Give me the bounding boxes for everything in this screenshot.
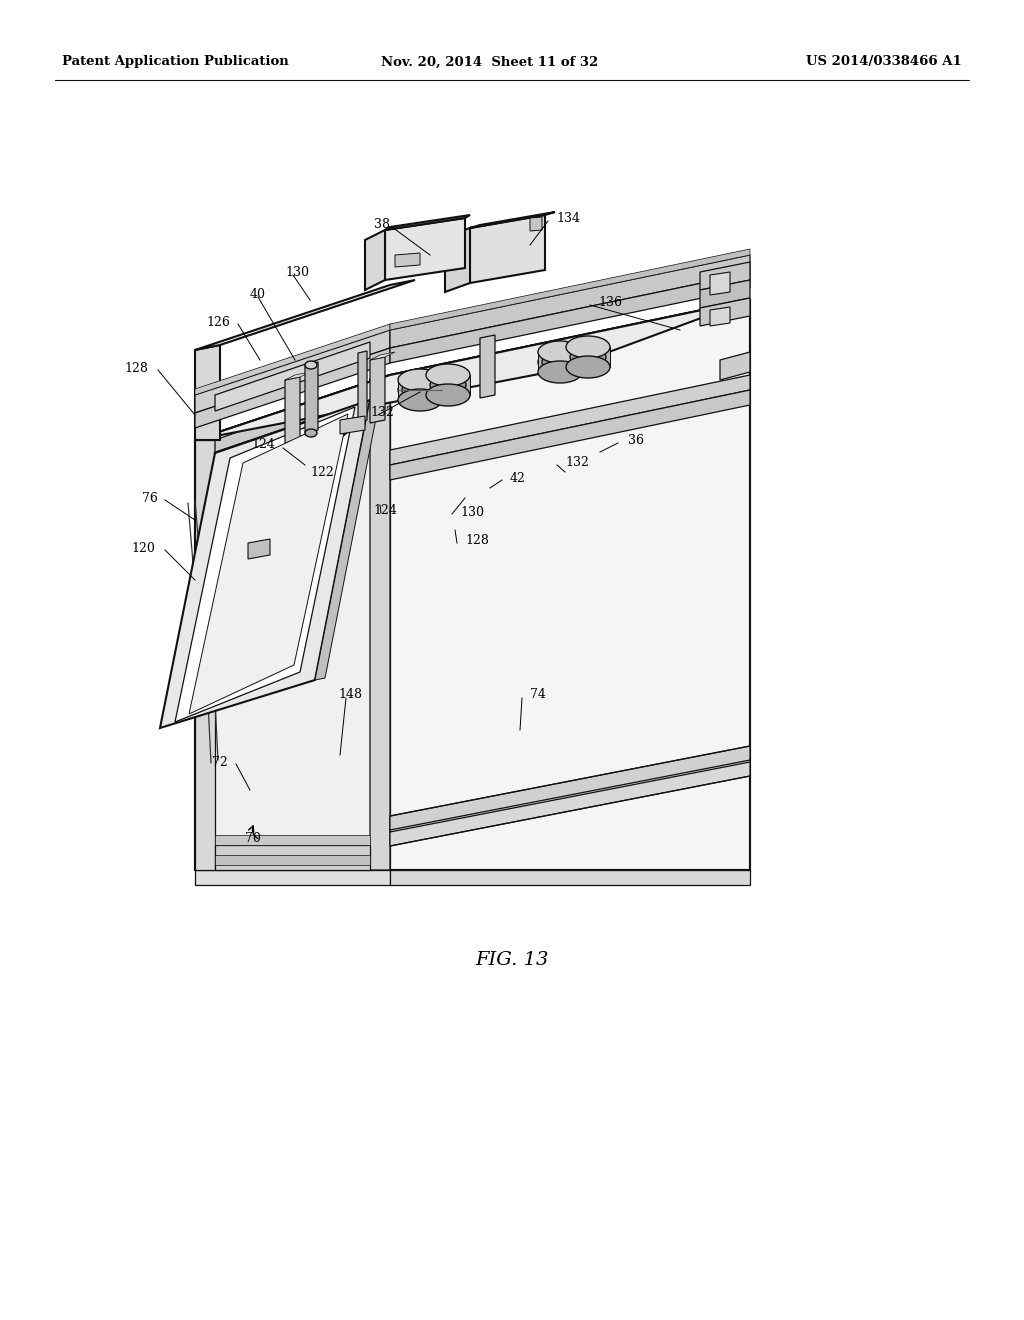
Text: FIG. 13: FIG. 13 [475, 950, 549, 969]
Text: 72: 72 [212, 755, 228, 768]
Polygon shape [370, 352, 395, 360]
Ellipse shape [566, 337, 610, 358]
Polygon shape [700, 261, 750, 290]
Polygon shape [215, 385, 370, 455]
Polygon shape [370, 356, 385, 422]
Polygon shape [215, 855, 370, 865]
Text: 120: 120 [131, 541, 155, 554]
Polygon shape [390, 375, 750, 465]
Text: 124: 124 [373, 503, 397, 516]
Polygon shape [358, 351, 367, 422]
Polygon shape [470, 213, 555, 228]
Polygon shape [195, 348, 390, 428]
Text: US 2014/0338466 A1: US 2014/0338466 A1 [806, 55, 962, 69]
Text: 128: 128 [124, 362, 148, 375]
Polygon shape [390, 249, 750, 330]
Text: 130: 130 [285, 267, 309, 280]
Polygon shape [365, 230, 385, 290]
Text: 132: 132 [565, 455, 589, 469]
Polygon shape [390, 255, 750, 348]
Polygon shape [710, 272, 730, 294]
Polygon shape [195, 375, 390, 870]
Polygon shape [470, 215, 545, 282]
Polygon shape [195, 323, 390, 395]
Text: 130: 130 [460, 506, 484, 519]
Polygon shape [530, 216, 542, 231]
Polygon shape [370, 375, 390, 870]
Polygon shape [195, 345, 220, 440]
Polygon shape [385, 215, 470, 230]
Text: 74: 74 [530, 689, 546, 701]
Polygon shape [710, 308, 730, 326]
Text: 36: 36 [628, 433, 644, 446]
Polygon shape [215, 342, 370, 411]
Text: 40: 40 [250, 289, 266, 301]
Ellipse shape [538, 350, 582, 374]
Polygon shape [390, 760, 750, 846]
Polygon shape [390, 300, 750, 870]
Text: 134: 134 [556, 211, 580, 224]
Ellipse shape [542, 352, 578, 372]
Polygon shape [700, 280, 750, 308]
Polygon shape [189, 414, 348, 714]
Polygon shape [395, 253, 420, 267]
Ellipse shape [566, 345, 610, 370]
Polygon shape [215, 845, 370, 870]
Text: 148: 148 [338, 689, 362, 701]
Polygon shape [538, 352, 582, 372]
Polygon shape [195, 330, 390, 413]
Text: 76: 76 [142, 491, 158, 504]
Ellipse shape [305, 429, 317, 437]
Text: 136: 136 [598, 296, 622, 309]
Ellipse shape [426, 364, 470, 385]
Polygon shape [398, 380, 442, 400]
Text: 42: 42 [510, 471, 526, 484]
Text: 122: 122 [310, 466, 334, 479]
Polygon shape [215, 836, 370, 845]
Ellipse shape [305, 360, 317, 370]
Ellipse shape [430, 375, 466, 395]
Polygon shape [195, 280, 415, 350]
Ellipse shape [398, 378, 442, 403]
Polygon shape [195, 300, 750, 440]
Polygon shape [195, 440, 215, 870]
Ellipse shape [426, 384, 470, 407]
Text: 126: 126 [206, 315, 230, 329]
Polygon shape [160, 400, 370, 729]
Polygon shape [248, 539, 270, 558]
Polygon shape [340, 416, 365, 434]
Polygon shape [195, 870, 390, 884]
Polygon shape [720, 352, 750, 380]
Ellipse shape [426, 374, 470, 397]
Polygon shape [390, 746, 750, 832]
Polygon shape [390, 273, 750, 363]
Polygon shape [315, 399, 380, 680]
Polygon shape [285, 372, 310, 380]
Text: 132: 132 [370, 405, 394, 418]
Polygon shape [445, 228, 470, 292]
Ellipse shape [570, 347, 606, 367]
Polygon shape [385, 218, 465, 280]
Polygon shape [175, 407, 355, 722]
Ellipse shape [538, 341, 582, 363]
Polygon shape [426, 375, 470, 395]
Text: Nov. 20, 2014  Sheet 11 of 32: Nov. 20, 2014 Sheet 11 of 32 [381, 55, 599, 69]
Ellipse shape [566, 356, 610, 378]
Ellipse shape [402, 380, 438, 400]
Text: Patent Application Publication: Patent Application Publication [62, 55, 289, 69]
Polygon shape [480, 335, 495, 399]
Text: 38: 38 [374, 219, 390, 231]
Polygon shape [390, 389, 750, 480]
Ellipse shape [398, 370, 442, 391]
Text: 70: 70 [245, 832, 261, 845]
Polygon shape [285, 378, 300, 444]
Polygon shape [700, 298, 750, 326]
Ellipse shape [398, 389, 442, 411]
Polygon shape [305, 362, 318, 433]
Text: 124: 124 [251, 438, 275, 451]
Text: 128: 128 [465, 533, 488, 546]
Ellipse shape [538, 360, 582, 383]
Polygon shape [566, 347, 610, 367]
Polygon shape [390, 870, 750, 884]
